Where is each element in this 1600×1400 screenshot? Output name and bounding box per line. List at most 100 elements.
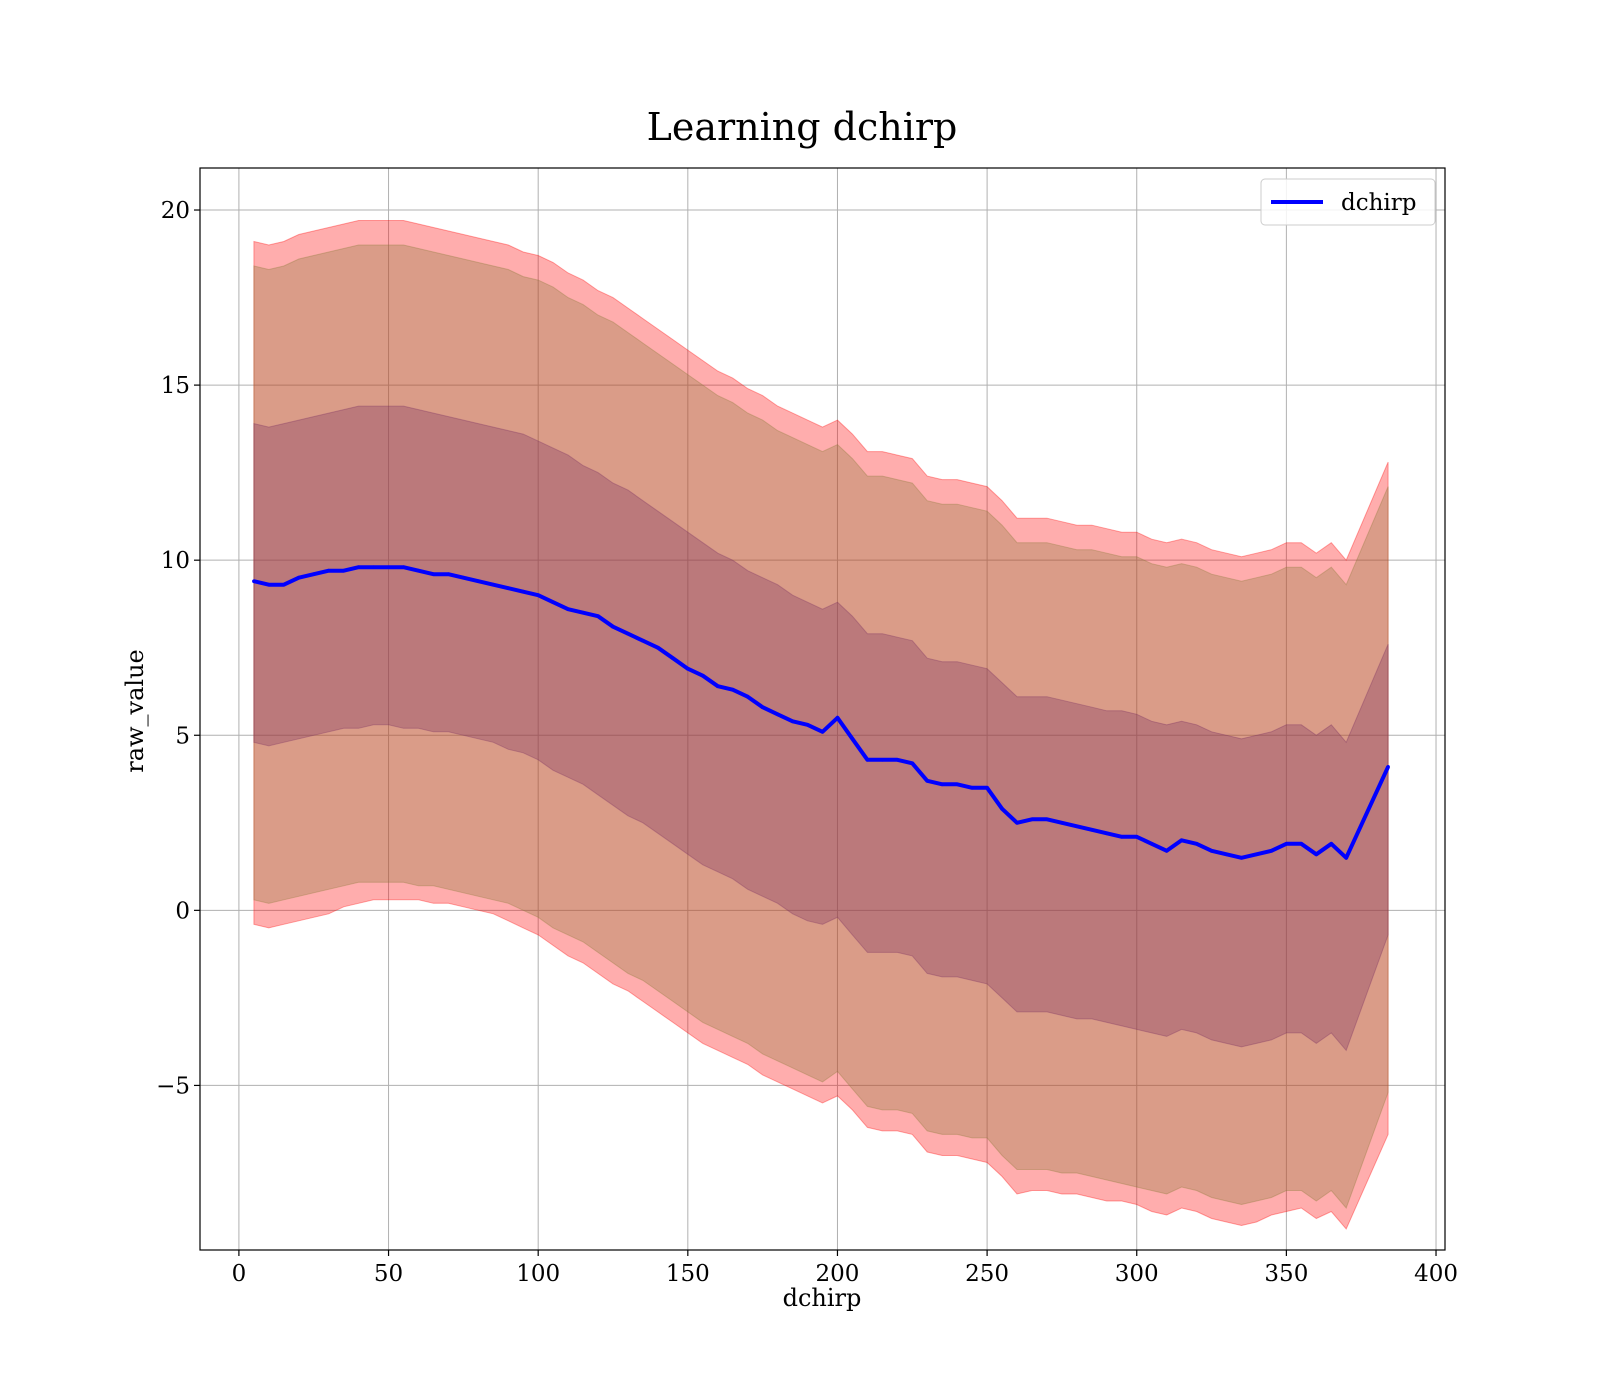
dchirp-point	[955, 782, 959, 787]
outer-band	[253, 220, 1389, 1230]
y-tick-label: 10	[161, 548, 190, 574]
band-layer	[253, 220, 1389, 1230]
dchirp-point	[850, 737, 855, 741]
dchirp-point	[1299, 842, 1304, 846]
x-tick-label: 300	[1115, 1261, 1159, 1287]
dchirp-point	[1344, 856, 1348, 860]
dchirp-point	[626, 631, 630, 636]
dchirp-point	[416, 568, 421, 573]
inner-band	[253, 405, 1389, 1052]
dchirp-point	[1090, 828, 1094, 832]
dchirp-point	[1149, 842, 1154, 846]
x-tick-label: 350	[1264, 1261, 1308, 1287]
dchirp-point	[371, 565, 376, 569]
dchirp-point	[760, 705, 765, 709]
dchirp-point	[431, 572, 436, 576]
dchirp-point	[925, 779, 929, 783]
dchirp-point	[551, 600, 555, 604]
x-tick-label: 400	[1414, 1261, 1458, 1287]
dchirp-point	[1120, 835, 1124, 839]
dchirp-point	[895, 758, 900, 762]
dchirp-point	[446, 572, 451, 576]
dchirp-point	[581, 610, 585, 615]
dchirp-point	[970, 786, 974, 790]
dchirp-point	[566, 607, 570, 611]
dchirp-point	[476, 579, 481, 583]
legend: dchirp	[1260, 178, 1436, 226]
dchirp-point	[775, 712, 780, 717]
y-tick-label: 20	[161, 198, 190, 224]
dchirp-point	[326, 568, 331, 573]
dchirp-point	[596, 614, 600, 618]
line-layer	[252, 565, 1390, 860]
dchirp-point	[880, 758, 885, 762]
dchirp-point	[910, 761, 915, 766]
y-axis-label: raw_value	[121, 649, 149, 773]
tick-layer: 0 50 100 150 200 250 300 350 400 −5 0 5 10 15 20	[156, 198, 1458, 1287]
chart-title: Learning dchirp	[647, 105, 958, 149]
dchirp-point	[461, 575, 466, 580]
dchirp-point	[1194, 842, 1199, 846]
dchirp-point	[641, 638, 645, 643]
dchirp-point	[297, 575, 301, 580]
dchirp-point	[1329, 842, 1334, 846]
dchirp-point	[252, 579, 256, 583]
x-tick-label: 50	[374, 1261, 403, 1287]
middle-band	[253, 244, 1389, 1209]
dchirp-point	[1269, 849, 1274, 853]
x-tick-label: 150	[666, 1261, 710, 1287]
legend-box	[1260, 178, 1436, 226]
dchirp-point	[940, 782, 944, 787]
dchirp-point	[730, 687, 735, 692]
dchirp-point	[1314, 852, 1319, 857]
dchirp-point	[401, 565, 406, 569]
dchirp-point	[1164, 849, 1169, 853]
dchirp-point	[1209, 849, 1214, 853]
dchirp-point	[865, 758, 870, 762]
dchirp-point	[521, 589, 525, 594]
dchirp-point	[536, 593, 540, 597]
x-tick-label: 100	[516, 1261, 560, 1287]
dchirp-point	[1030, 817, 1034, 822]
dchirp-point	[1045, 817, 1049, 822]
dchirp-point	[1000, 807, 1004, 811]
y-tick-label: 0	[175, 898, 190, 924]
dchirp-point	[686, 666, 690, 671]
dchirp-point	[611, 624, 615, 629]
dchirp-point	[491, 582, 496, 587]
dchirp-point	[820, 730, 825, 734]
dchirp-point	[386, 565, 391, 569]
y-tick-label: −5	[156, 1073, 190, 1099]
dchirp-point	[745, 694, 750, 699]
x-tick-label: 250	[965, 1261, 1009, 1287]
dchirp-point	[1386, 765, 1390, 769]
dchirp-point	[1284, 842, 1289, 846]
dchirp-point	[805, 723, 810, 727]
dchirp-point	[1179, 838, 1184, 843]
dchirp-point	[716, 684, 720, 688]
x-axis-label: dchirp	[783, 1284, 862, 1312]
dchirp-point	[1060, 821, 1064, 825]
x-tick-label: 0	[232, 1261, 247, 1287]
dchirp-point	[1254, 852, 1259, 857]
y-tick-label: 15	[161, 373, 190, 399]
y-tick-label: 5	[175, 723, 190, 749]
grid-layer	[200, 168, 1445, 1250]
dchirp-point	[506, 586, 511, 590]
x-tick-label: 200	[816, 1261, 860, 1287]
dchirp-point	[701, 673, 705, 678]
dchirp-point	[1075, 824, 1079, 829]
dchirp-point	[790, 719, 795, 724]
dchirp-point	[341, 568, 346, 573]
dchirp-point	[671, 656, 675, 660]
dchirp-point	[985, 786, 989, 790]
dchirp-point	[1239, 856, 1244, 860]
dchirp-point	[835, 716, 840, 720]
dchirp-point	[1134, 835, 1139, 839]
dchirp-point	[267, 582, 271, 587]
dchirp-point	[311, 572, 316, 576]
dchirp-point	[356, 565, 361, 569]
legend-label: dchirp	[1341, 190, 1417, 216]
